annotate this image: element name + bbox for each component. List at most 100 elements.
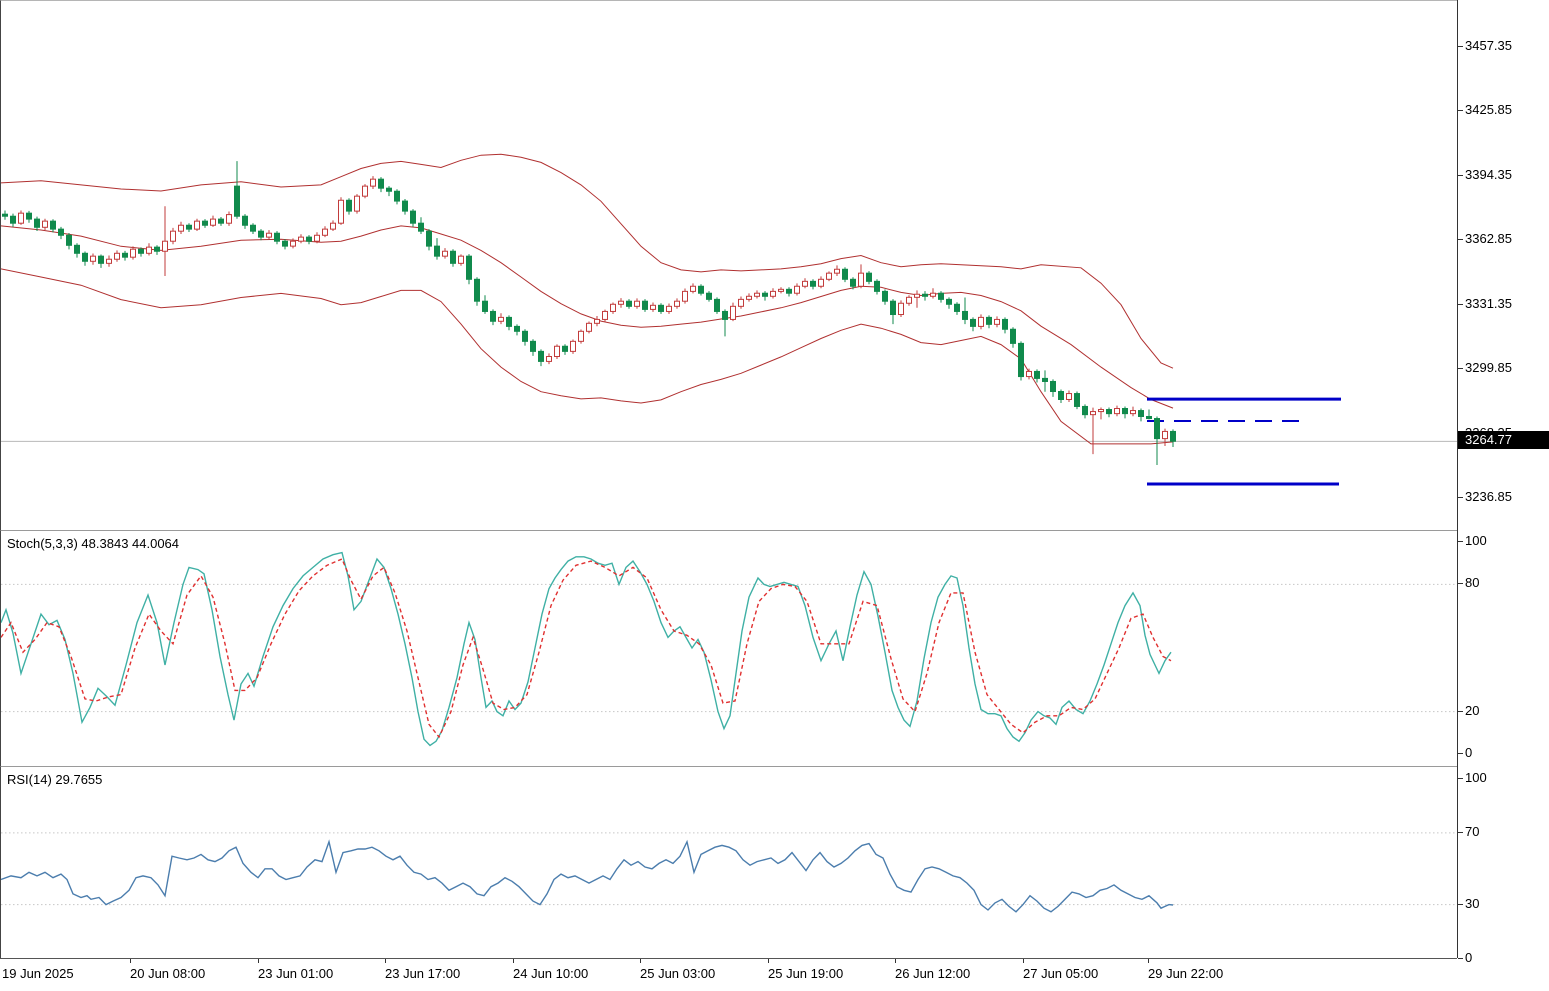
candle	[898, 302, 904, 316]
candle	[594, 318, 600, 324]
candle	[1170, 430, 1176, 442]
time-axis-label: 26 Jun 12:00	[895, 966, 971, 981]
candle	[770, 290, 776, 297]
candle	[210, 218, 216, 226]
bollinger-lower-band	[1, 268, 1174, 445]
price-axis-label: 3362.85	[1458, 231, 1512, 247]
candle	[490, 310, 496, 322]
stoch-indicator-label: Stoch(5,3,3) 48.3843 44.0064	[7, 536, 180, 551]
candle	[810, 280, 816, 287]
bollinger-middle-band	[1, 225, 1174, 409]
candle	[1154, 418, 1160, 440]
candle	[218, 218, 224, 224]
time-axis-label: 29 Jun 22:00	[1148, 966, 1224, 981]
candle	[474, 278, 480, 302]
candle	[1130, 410, 1136, 415]
candle	[1114, 408, 1120, 415]
candle	[450, 250, 456, 264]
stoch-panel[interactable]: Stoch(5,3,3) 48.3843 44.0064	[0, 530, 1458, 767]
price-axis-label: 3425.85	[1458, 102, 1512, 118]
indicator-line-d	[1, 558, 1172, 739]
candle	[26, 212, 32, 220]
oscillator-axis-label: 0	[1457, 949, 1473, 965]
candle	[90, 255, 96, 262]
candle	[682, 290, 688, 302]
candle	[522, 330, 528, 342]
candle	[314, 234, 320, 242]
candle	[242, 215, 248, 226]
candle	[738, 298, 744, 307]
candle	[746, 295, 752, 300]
candle	[330, 222, 336, 230]
candle	[1098, 409, 1104, 413]
candle	[562, 345, 568, 352]
time-axis[interactable]: 19 Jun 2025 20 Jun 08:00 23 Jun 01:00 23 Ju…	[0, 958, 1457, 991]
candle	[1066, 393, 1072, 400]
candle	[178, 224, 184, 232]
oscillator-axis-label: 70	[1457, 823, 1480, 839]
candle	[602, 310, 608, 320]
candle	[706, 292, 712, 300]
candle	[930, 292, 936, 297]
candle	[802, 280, 808, 287]
candle	[658, 304, 664, 312]
candle	[466, 255, 472, 280]
candle	[226, 214, 232, 224]
candle	[106, 258, 112, 264]
candle	[914, 293, 920, 298]
candle	[418, 222, 424, 232]
candle	[906, 296, 912, 304]
candle	[10, 215, 16, 224]
rsi-panel[interactable]: RSI(14) 29.7655	[0, 766, 1458, 959]
price-axis-label: 3394.35	[1458, 166, 1512, 182]
candle	[146, 246, 152, 254]
rsi-chart[interactable]	[1, 767, 1458, 959]
candle	[266, 232, 272, 238]
candle	[282, 240, 288, 247]
candle	[778, 288, 784, 292]
time-axis-tick	[385, 959, 386, 963]
candle	[722, 310, 728, 320]
candle	[922, 293, 928, 297]
candle	[698, 285, 704, 294]
candle	[730, 305, 736, 320]
candle	[298, 236, 304, 242]
oscillator-axis-label: 20	[1457, 702, 1480, 718]
candle	[122, 252, 128, 258]
candle	[882, 290, 888, 302]
time-axis-label: 23 Jun 17:00	[385, 966, 461, 981]
candle	[938, 292, 944, 300]
candle	[138, 248, 144, 254]
candle	[962, 310, 968, 320]
oscillator-axis-label: 30	[1457, 895, 1480, 911]
time-axis-label: 25 Jun 03:00	[640, 966, 716, 981]
candle	[634, 300, 640, 307]
candle	[786, 288, 792, 294]
candle	[546, 355, 552, 362]
time-axis-label: 24 Jun 10:00	[513, 966, 589, 981]
candle	[994, 318, 1000, 325]
candle	[1010, 328, 1016, 344]
candle	[34, 218, 40, 228]
time-axis-label: 23 Jun 01:00	[258, 966, 334, 981]
time-axis-tick	[895, 959, 896, 963]
candle	[946, 298, 952, 305]
stoch-chart[interactable]	[1, 531, 1458, 767]
oscillator-axis-label: 100	[1458, 533, 1487, 548]
time-axis-label: 27 Jun 05:00	[1023, 966, 1099, 981]
candlestick-chart[interactable]	[1, 1, 1458, 531]
candle	[202, 220, 208, 226]
candle	[970, 318, 976, 327]
candle	[370, 178, 376, 187]
current-price-badge: 3264.77	[1458, 431, 1549, 450]
candle	[618, 300, 624, 305]
candle	[514, 325, 520, 332]
candle	[402, 200, 408, 212]
candle	[162, 240, 168, 252]
candle	[754, 292, 760, 297]
candle	[1026, 370, 1032, 378]
price-axis[interactable]: 3264.77 3457.35 3425.85 3394.35 3362.85 3331…	[1457, 0, 1549, 965]
candle	[306, 236, 312, 242]
main-chart-panel[interactable]	[0, 0, 1458, 531]
time-axis-tick	[1023, 959, 1024, 963]
